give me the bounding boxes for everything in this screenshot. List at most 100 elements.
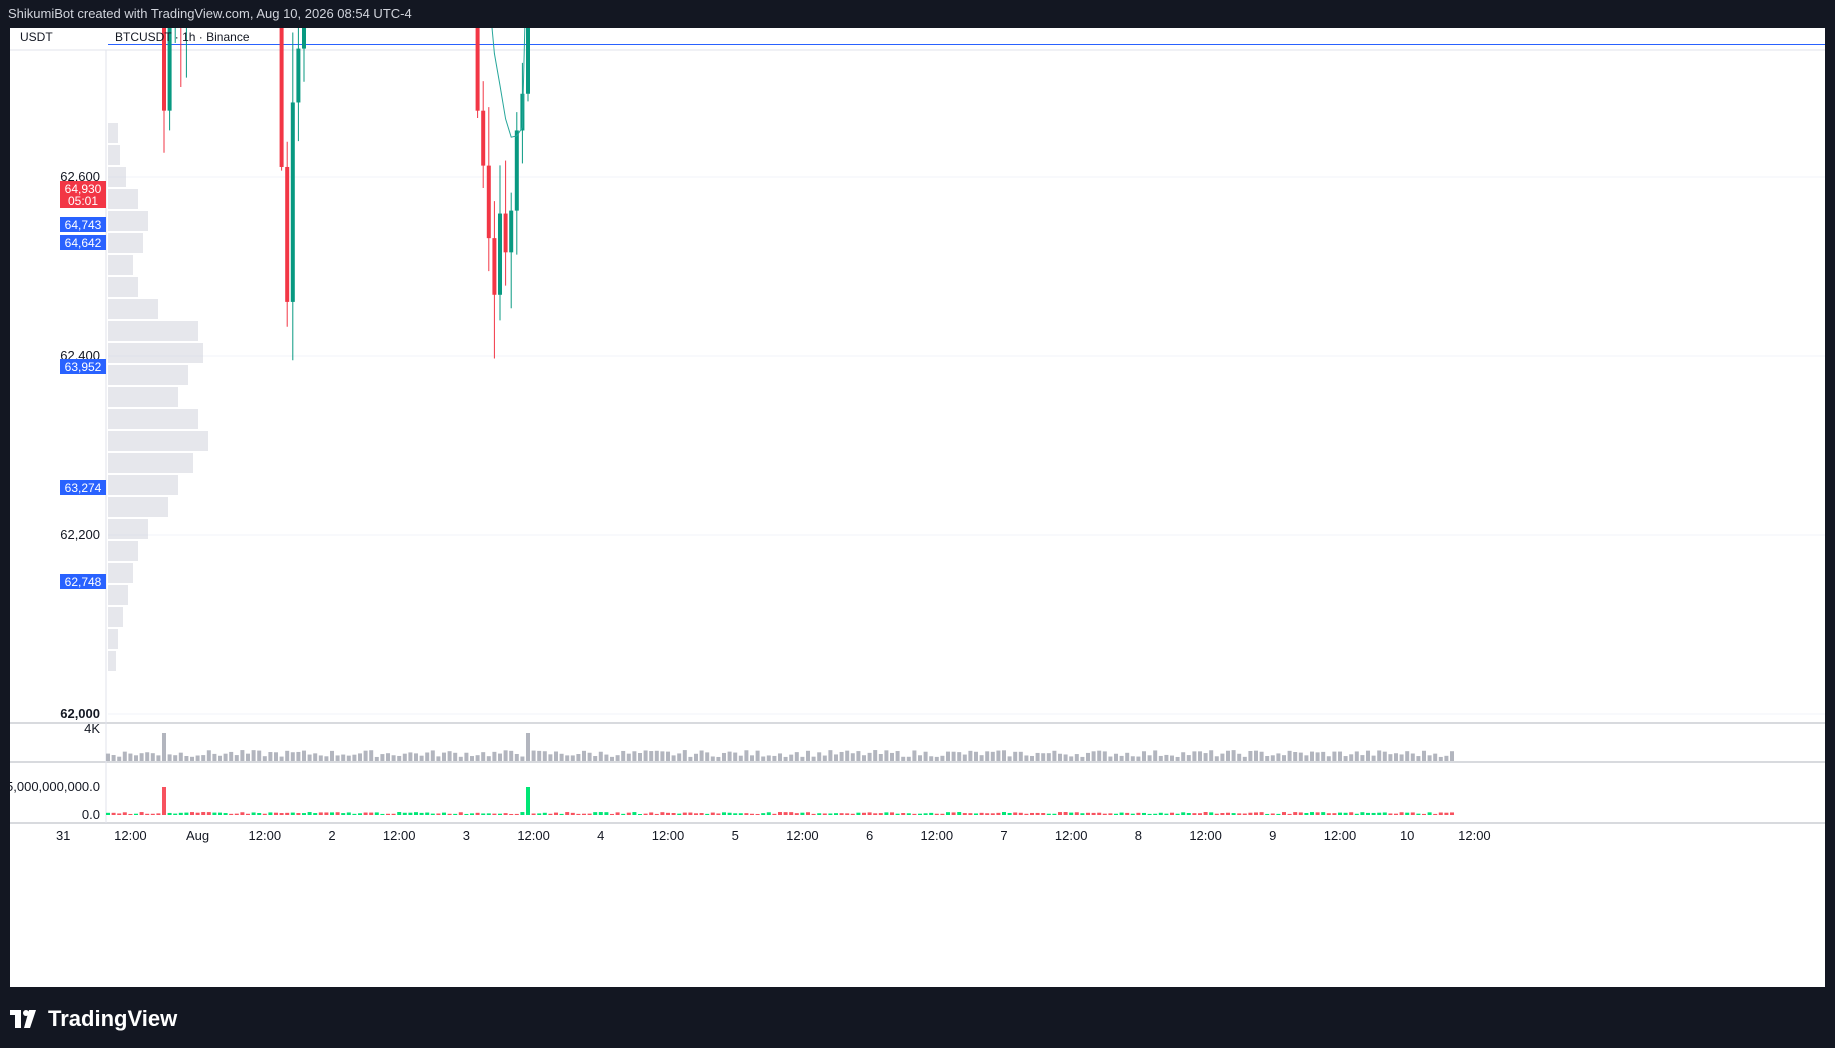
flow-bar	[839, 813, 844, 815]
flow-bar	[1158, 812, 1163, 815]
flow-bar	[1142, 812, 1146, 815]
time-tick: 4	[597, 828, 604, 843]
flow-bar	[1108, 813, 1113, 815]
flow-bar	[201, 812, 206, 815]
volume-bar	[923, 751, 928, 761]
volume-bar	[156, 755, 161, 761]
candle	[526, 0, 530, 102]
tradingview-logo[interactable]: TradingView	[10, 1004, 177, 1034]
candle-body	[481, 110, 486, 166]
volume-bar	[190, 756, 194, 761]
volume-bar	[1198, 751, 1202, 761]
volume-bar	[974, 751, 978, 761]
volume-bar	[1007, 756, 1012, 761]
volume-profile-bar	[108, 651, 116, 671]
flow-bar	[862, 812, 866, 815]
volume-bar	[934, 756, 939, 761]
flow-bar	[408, 812, 413, 815]
flow-bar	[1349, 812, 1354, 815]
volume-bar	[940, 755, 945, 761]
price-axis[interactable]: 62,00062,20062,40062,60062,80063,00063,2…	[60, 0, 100, 721]
flow-bar	[1377, 812, 1382, 815]
volume-bar	[150, 753, 155, 761]
volume-bar	[1069, 756, 1074, 761]
flow-bar	[1018, 812, 1023, 815]
volume-bar	[1343, 756, 1348, 761]
volume-bar	[671, 755, 676, 761]
volume-bar	[1041, 753, 1046, 761]
volume-bar	[470, 756, 474, 761]
flow-bar	[290, 812, 295, 815]
price-tick: 62,200	[60, 527, 100, 542]
volume-bar	[873, 750, 878, 761]
volume-bar	[862, 755, 866, 761]
volume-bar	[1259, 751, 1264, 761]
flow-bar	[755, 813, 760, 815]
flow-bar	[794, 813, 799, 815]
flow-bar	[710, 812, 715, 815]
volume-bar	[134, 755, 138, 761]
price-chart[interactable]: 62,00062,20062,40062,60062,80063,00063,2…	[6, 0, 1825, 987]
volume-bar	[929, 756, 934, 761]
flow-bar	[1041, 813, 1046, 815]
volume-bar	[1382, 751, 1387, 761]
flow-bar	[688, 812, 693, 815]
volume-bar	[1405, 751, 1410, 761]
flow-bar	[184, 812, 189, 815]
volume-bar	[1119, 755, 1124, 761]
flow-bar	[117, 813, 122, 815]
flow-bar	[1382, 812, 1387, 815]
volume-bar	[262, 756, 267, 761]
volume-bar	[565, 755, 570, 761]
volume-bar	[1254, 750, 1258, 761]
volume-bar	[1270, 755, 1275, 761]
volume-bar	[990, 751, 995, 761]
flow-bar	[262, 813, 267, 815]
flow-bar	[1220, 813, 1225, 815]
volume-bar	[162, 733, 166, 761]
volume-bar	[486, 756, 491, 761]
volume-bar	[542, 751, 547, 761]
flow-bar	[234, 813, 239, 815]
volume-bar	[968, 750, 973, 761]
volume-bar	[1304, 755, 1309, 761]
volume-bar	[1321, 751, 1326, 761]
flow-bar	[464, 813, 469, 815]
volume-bar	[117, 756, 122, 761]
symbol-legend[interactable]: BTCUSDT · 1h · Binance	[115, 30, 250, 44]
flow-bar	[811, 813, 816, 815]
volume-bar	[1063, 754, 1068, 761]
volume-profile	[108, 123, 208, 671]
volume-bar	[1315, 752, 1320, 761]
volume-bar	[1097, 750, 1102, 761]
flow-bar	[285, 812, 290, 815]
flow-bar	[878, 813, 883, 815]
candles[interactable]	[106, 0, 1454, 361]
flow-bar	[1097, 812, 1102, 815]
candle	[498, 165, 502, 321]
flow-bar	[1326, 813, 1331, 815]
flow-bar	[195, 812, 200, 815]
volume-bar	[878, 754, 883, 761]
volume-profile-bar	[108, 585, 128, 605]
flow-bar	[934, 813, 939, 815]
volume-bar	[638, 752, 642, 761]
flow-bar	[1242, 813, 1247, 815]
flow-bar	[985, 813, 990, 815]
volume-bar	[285, 750, 290, 761]
volume-bar	[1354, 751, 1359, 761]
chart-frame[interactable]: 62,00062,20062,40062,60062,80063,00063,2…	[6, 0, 1825, 987]
volume-bar	[794, 752, 799, 761]
volume-bar	[716, 756, 721, 761]
flow-bar	[895, 813, 900, 815]
volume-bar	[1108, 756, 1113, 761]
volume-bar	[761, 756, 766, 761]
volume-profile-bar	[108, 475, 178, 495]
flow-bar	[694, 813, 698, 815]
time-tick: 12:00	[1189, 828, 1222, 843]
time-axis[interactable]: 31 12:00 Aug 12:00 2 12:00 3 12:00 4 12:00 5 12:00 6…	[56, 828, 1491, 843]
flow-bar	[514, 813, 519, 815]
volume-bar	[1287, 750, 1292, 761]
volume-bar	[145, 752, 150, 761]
time-tick: 12:00	[1324, 828, 1357, 843]
